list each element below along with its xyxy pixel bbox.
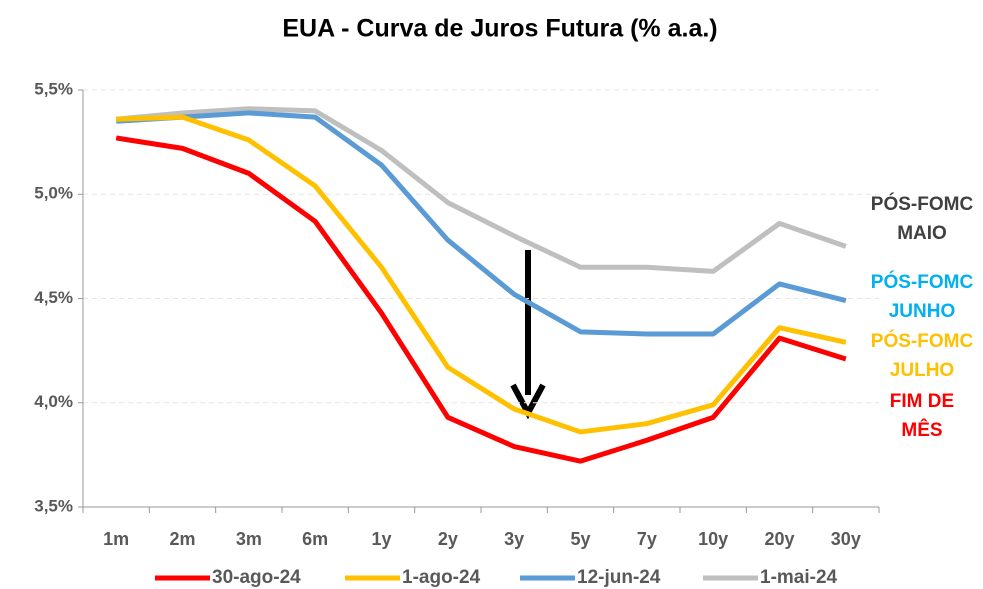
y-tick-label: 4,0% [34, 392, 73, 411]
x-tick-label: 7y [637, 529, 657, 549]
legend-label: 1-ago-24 [402, 567, 481, 588]
annotation: FIM DE [890, 391, 954, 412]
x-tick-label: 1y [371, 529, 391, 549]
y-tick-label: 5,0% [34, 184, 73, 203]
series-line [116, 110, 847, 337]
x-tick-label: 5y [570, 529, 590, 549]
legend-label: 1-mai-24 [760, 567, 838, 588]
x-tick-label: 20y [764, 529, 794, 549]
annotation: JULHO [890, 360, 954, 381]
y-tick-label: 3,5% [34, 496, 73, 515]
x-tick-label: 2m [169, 529, 195, 549]
x-tick-label: 1m [103, 529, 129, 549]
annotation: PÓS-FOMC [871, 193, 974, 215]
legend-label: 30-ago-24 [212, 567, 301, 588]
annotation: MAIO [897, 223, 947, 244]
series-line [116, 114, 847, 435]
x-tick-label: 6m [302, 529, 328, 549]
chart-title: EUA - Curva de Juros Futura (% a.a.) [282, 15, 717, 43]
y-tick-label: 5,5% [34, 79, 73, 98]
x-tick-label: 3y [504, 529, 524, 549]
x-tick-label: 30y [831, 529, 861, 549]
x-tick-label: 3m [236, 529, 262, 549]
legend-label: 12-jun-24 [577, 567, 661, 588]
x-tick-label: 2y [438, 529, 458, 549]
x-tick-label: 10y [698, 529, 728, 549]
annotation: PÓS-FOMC [871, 330, 974, 352]
y-tick-label: 4,5% [34, 288, 73, 307]
annotation: JUNHO [889, 301, 956, 322]
series-line [115, 135, 847, 464]
series-line [115, 106, 847, 274]
annotation: MÊS [901, 419, 942, 441]
annotation: PÓS-FOMC [871, 271, 974, 293]
